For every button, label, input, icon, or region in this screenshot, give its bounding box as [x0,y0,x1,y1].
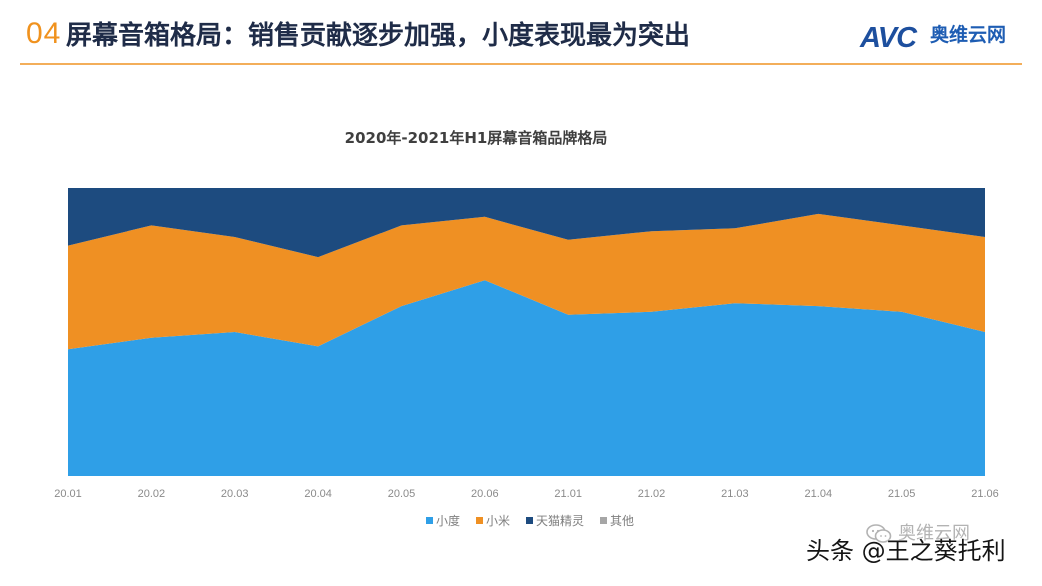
legend-item: 天猫精灵 [526,514,584,528]
legend-marker [600,517,607,524]
area-series-0 [68,280,985,476]
area-series-2 [68,188,985,258]
x-tick-label: 20.04 [304,488,332,500]
wechat-watermark-label: 奥维云网 [898,523,970,544]
x-tick-label: 21.05 [888,488,916,500]
legend-item: 小度 [426,513,460,528]
x-tick-label: 21.03 [721,488,749,500]
legend-label: 小米 [486,514,510,528]
legend-item: 其他 [600,514,634,528]
x-tick-label: 21.01 [554,488,582,500]
chart-title: 2020年-2021年H1屏幕音箱品牌格局 [345,129,608,147]
header-divider [20,63,1022,65]
legend-marker [426,517,433,524]
x-tick-label: 21.06 [971,488,999,500]
legend-item: 小米 [476,514,510,528]
legend-marker [476,517,483,524]
x-axis-ticks: 20.01 20.02 20.03 20.04 20.05 20.06 21.01 21.02… [54,488,999,500]
x-tick-label: 20.05 [388,488,416,500]
x-tick-label: 20.06 [471,488,499,500]
x-tick-label: 20.03 [221,488,249,500]
avc-logo-mark: AVC [860,22,917,54]
legend-marker [526,517,533,524]
x-tick-label: 21.02 [638,488,666,500]
toutiao-watermark: 头条 @王之葵托利 [806,537,1006,565]
legend: 小度 小米 天猫精灵 其他 [426,513,634,528]
page-title: 屏幕音箱格局：销售贡献逐步加强，小度表现最为突出 [66,21,691,51]
legend-label: 天猫精灵 [536,514,584,528]
area-series-1 [68,213,985,350]
avc-logo-name: 奥维云网 [930,24,1007,46]
legend-label: 其他 [610,514,634,528]
x-tick-label: 20.01 [54,488,82,500]
section-number: 04 [26,17,62,50]
x-tick-label: 21.04 [805,488,833,500]
x-tick-label: 20.02 [138,488,166,500]
legend-label: 小度 [436,513,460,528]
plot-areas [68,188,985,476]
wechat-icon [866,524,892,543]
